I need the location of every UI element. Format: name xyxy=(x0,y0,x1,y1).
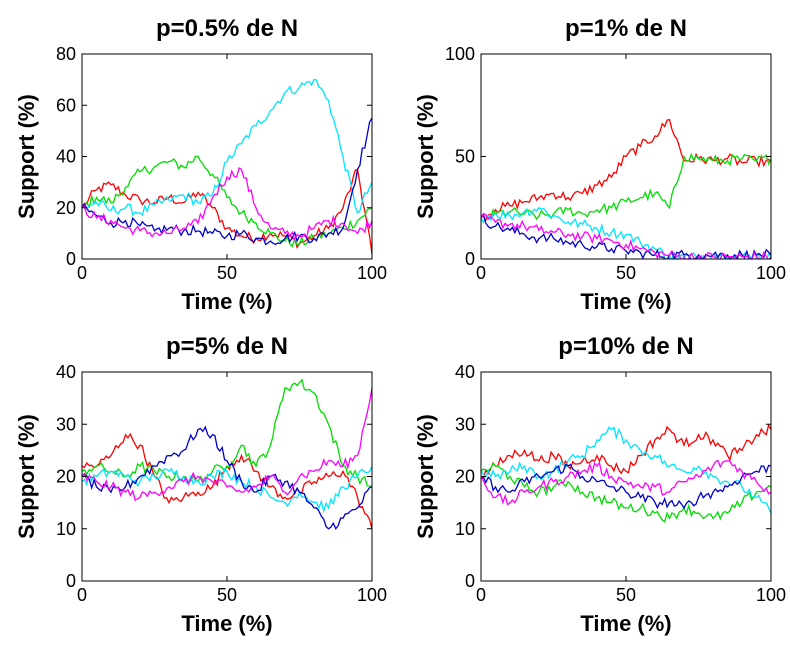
series-line-2 xyxy=(82,378,372,488)
y-tick-label: 0 xyxy=(465,571,475,591)
series-line-5 xyxy=(82,387,372,502)
series-line-2 xyxy=(481,462,771,523)
series-line-1 xyxy=(481,423,771,480)
series-line-3 xyxy=(82,465,372,514)
y-tick-label: 100 xyxy=(445,44,475,64)
y-tick-label: 0 xyxy=(465,249,475,269)
panel-title: p=10% de N xyxy=(558,333,693,360)
x-tick-label: 50 xyxy=(217,585,237,605)
x-tick-label: 0 xyxy=(476,585,486,605)
series-line-3 xyxy=(82,78,372,217)
y-tick-label: 20 xyxy=(56,467,76,487)
y-axis-label: Support (%) xyxy=(413,414,438,539)
y-axis-label: Support (%) xyxy=(413,94,438,219)
panel-2: 0 50 100 0 50 100 p=1% de N Time (%) Support (%) xyxy=(413,15,786,314)
x-axis-label: Time (%) xyxy=(181,289,272,314)
y-tick-label: 60 xyxy=(56,95,76,115)
x-tick-label: 0 xyxy=(476,263,486,283)
y-tick-label: 0 xyxy=(66,249,76,269)
y-tick-label: 40 xyxy=(56,362,76,382)
panel-3: 0 50 100 0 10 20 30 40 p=5% de N Time (%) Support … xyxy=(14,333,387,636)
y-tick-label: 20 xyxy=(56,198,76,218)
y-tick-label: 0 xyxy=(66,571,76,591)
x-tick-label: 50 xyxy=(217,263,237,283)
panel-4: 0 50 100 0 10 20 30 40 p=10% de N Time (%) Support… xyxy=(413,333,786,636)
x-tick-label: 100 xyxy=(357,263,387,283)
y-tick-label: 30 xyxy=(455,414,475,434)
x-axis-label: Time (%) xyxy=(580,289,671,314)
y-tick-label: 10 xyxy=(56,519,76,539)
x-tick-label: 0 xyxy=(77,585,87,605)
series-line-4 xyxy=(82,117,372,246)
series-line-2 xyxy=(82,155,372,248)
y-axis-label: Support (%) xyxy=(14,414,39,539)
y-tick-label: 10 xyxy=(455,519,475,539)
x-axis-label: Time (%) xyxy=(580,611,671,636)
y-tick-label: 40 xyxy=(455,362,475,382)
panel-title: p=1% de N xyxy=(565,15,687,42)
x-tick-label: 0 xyxy=(77,263,87,283)
y-tick-label: 40 xyxy=(56,147,76,167)
series-line-2 xyxy=(481,152,771,221)
y-axis-label: Support (%) xyxy=(14,94,39,219)
panel-title: p=5% de N xyxy=(166,333,288,360)
x-tick-label: 50 xyxy=(616,585,636,605)
y-tick-label: 50 xyxy=(455,147,475,167)
panel-title: p=0.5% de N xyxy=(156,15,298,42)
x-tick-label: 100 xyxy=(756,585,786,605)
y-tick-label: 80 xyxy=(56,44,76,64)
series-line-3 xyxy=(481,426,771,514)
x-tick-label: 100 xyxy=(756,263,786,283)
series-line-3 xyxy=(481,206,771,259)
panel-1: 0 50 100 0 20 40 60 80 p=0.5% de N Time (%) Suppor… xyxy=(14,15,387,314)
series-line-5 xyxy=(481,213,771,259)
y-tick-label: 20 xyxy=(455,467,475,487)
series-line-5 xyxy=(481,459,771,506)
plot-area xyxy=(481,372,771,581)
x-axis-label: Time (%) xyxy=(181,611,272,636)
y-tick-label: 30 xyxy=(56,414,76,434)
x-tick-label: 100 xyxy=(357,585,387,605)
series-line-4 xyxy=(481,463,771,510)
series-line-4 xyxy=(82,425,372,530)
x-tick-label: 50 xyxy=(616,263,636,283)
series-line-5 xyxy=(82,167,372,241)
